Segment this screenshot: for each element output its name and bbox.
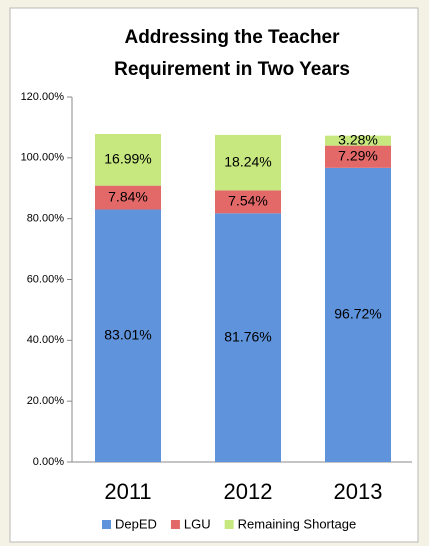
data-label: 81.76%	[224, 328, 271, 344]
data-label: 83.01%	[104, 326, 151, 342]
data-label: 18.24%	[224, 153, 271, 169]
data-label: 3.28%	[338, 131, 378, 147]
data-label: 7.84%	[108, 188, 148, 204]
bar-segment	[325, 167, 391, 462]
legend-label: Remaining Shortage	[238, 516, 357, 531]
y-tick-label: 0.00%	[33, 456, 64, 468]
y-tick-label: 120.00%	[21, 91, 65, 103]
legend-swatch	[102, 520, 111, 529]
chart-title: Requirement in Two Years	[114, 59, 350, 80]
bar-segment	[325, 145, 391, 168]
x-tick-label: 2013	[334, 479, 383, 504]
legend-label: LGU	[184, 516, 211, 531]
y-tick-label: 80.00%	[27, 213, 65, 225]
legend-label: DepED	[115, 516, 157, 531]
legend-swatch	[170, 520, 180, 529]
legend-swatch	[224, 520, 234, 529]
bar-segment	[95, 185, 161, 210]
y-tick-label: 20.00%	[27, 395, 65, 407]
data-label: 7.29%	[338, 147, 378, 163]
bar-segment	[215, 213, 281, 462]
bar-segment	[215, 190, 281, 214]
y-tick-label: 100.00%	[21, 152, 65, 164]
bar-segment	[215, 134, 281, 191]
chart-title: Addressing the Teacher	[124, 27, 340, 48]
y-tick-label: 60.00%	[27, 273, 65, 285]
data-label: 7.54%	[228, 193, 268, 209]
x-tick-label: 2012	[224, 479, 273, 504]
y-tick-label: 40.00%	[27, 334, 65, 346]
bar-segment	[95, 209, 161, 462]
x-tick-label: 2011	[104, 479, 151, 504]
bar-segment	[95, 133, 161, 186]
data-label: 16.99%	[104, 151, 151, 167]
data-label: 96.72%	[334, 306, 381, 322]
bar-segment	[325, 135, 391, 146]
